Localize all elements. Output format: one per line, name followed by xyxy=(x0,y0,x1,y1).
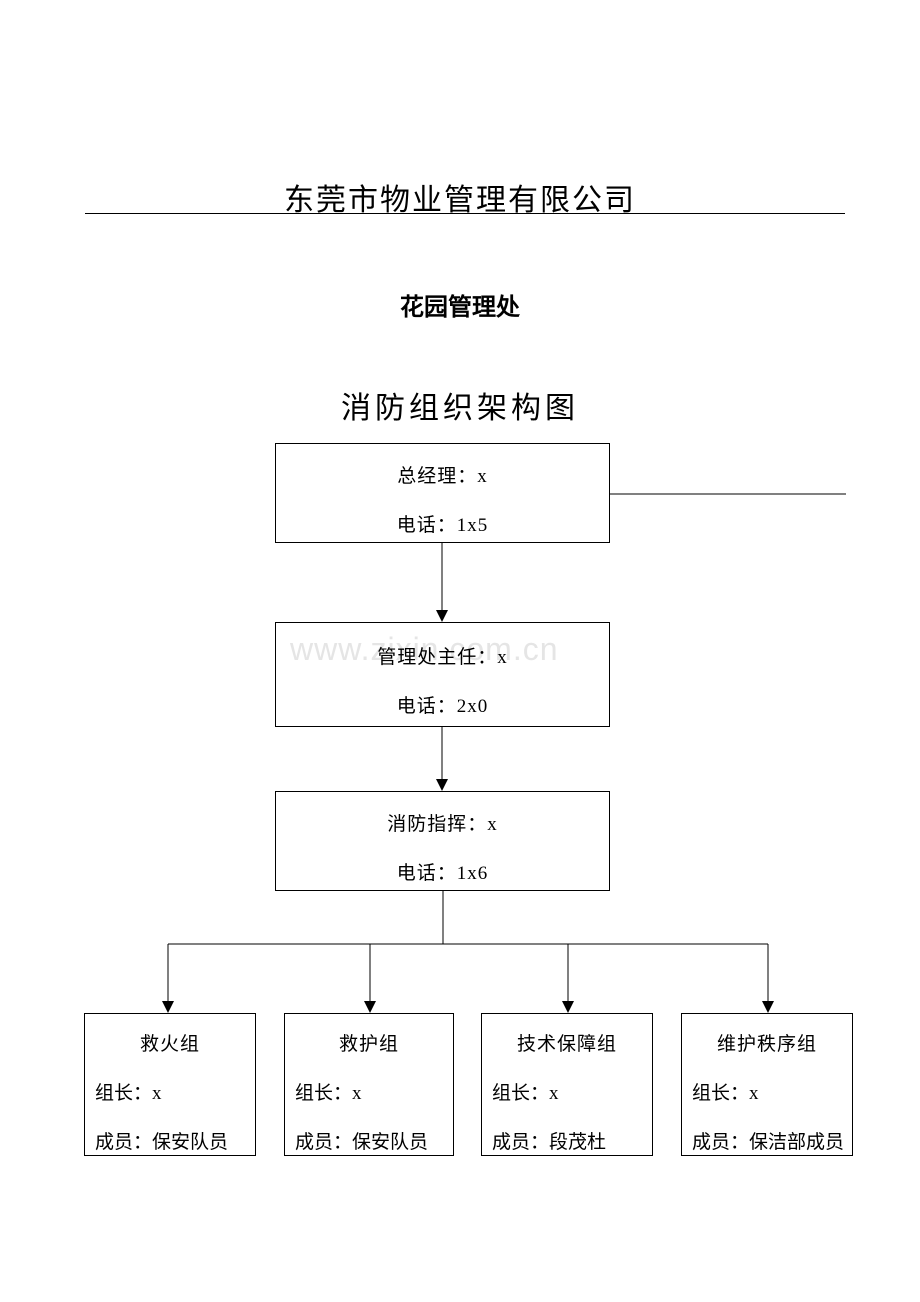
g3-leader-label: 组长： xyxy=(492,1083,549,1104)
g1-leader-label: 组长： xyxy=(95,1083,152,1104)
fc-role-value: x xyxy=(487,814,498,835)
g2-leader-label: 组长： xyxy=(295,1083,352,1104)
g4-member-label: 成员： xyxy=(692,1132,749,1153)
gm-phone-line: 电话：1x5 xyxy=(276,510,609,537)
fc-role-line: 消防指挥：x xyxy=(276,809,609,836)
chart-title: 消防组织架构图 xyxy=(0,383,920,427)
g3-leader-value: x xyxy=(549,1083,559,1104)
node-rescue-group: 救护组 组长：x 成员：保安队员 xyxy=(284,1013,454,1156)
arrow-l2-l3 xyxy=(432,727,452,792)
g2-member-value: 保安队员 xyxy=(352,1132,428,1153)
g2-member-label: 成员： xyxy=(295,1132,352,1153)
branch-connector xyxy=(80,891,860,1016)
g1-title: 救火组 xyxy=(85,1029,255,1056)
node-general-manager: 总经理：x 电话：1x5 xyxy=(275,443,610,543)
dir-role-value: x xyxy=(497,647,508,668)
g4-leader-line: 组长：x xyxy=(682,1078,852,1105)
g1-member-value: 保安队员 xyxy=(152,1132,228,1153)
fc-role-label: 消防指挥： xyxy=(387,814,487,835)
g3-leader-line: 组长：x xyxy=(482,1078,652,1105)
g1-member-label: 成员： xyxy=(95,1132,152,1153)
node-fire-commander: 消防指挥：x 电话：1x6 xyxy=(275,791,610,891)
g2-member-line: 成员：保安队员 xyxy=(285,1127,453,1154)
g2-leader-line: 组长：x xyxy=(285,1078,453,1105)
g2-leader-value: x xyxy=(352,1083,362,1104)
g3-title: 技术保障组 xyxy=(482,1029,652,1056)
node-tech-support-group: 技术保障组 组长：x 成员：段茂杜 xyxy=(481,1013,653,1156)
node-director: 管理处主任：x 电话：2x0 xyxy=(275,622,610,727)
fc-phone-label: 电话： xyxy=(397,863,457,884)
gm-phone-value: 1x5 xyxy=(457,515,489,536)
g4-leader-value: x xyxy=(749,1083,759,1104)
header-underline xyxy=(85,213,845,214)
dir-phone-value: 2x0 xyxy=(457,696,489,717)
g4-member-value: 保洁部成员 xyxy=(749,1132,844,1153)
g2-title: 救护组 xyxy=(285,1029,453,1056)
dir-phone-line: 电话：2x0 xyxy=(276,691,609,718)
department-subtitle: 花园管理处 xyxy=(0,287,920,322)
arrow-l1-l2 xyxy=(432,543,452,623)
node-order-group: 维护秩序组 组长：x 成员：保洁部成员 xyxy=(681,1013,853,1156)
dir-role-line: 管理处主任：x xyxy=(276,642,609,669)
gm-role-value: x xyxy=(477,466,488,487)
connector-right-stub xyxy=(610,493,850,495)
g1-leader-value: x xyxy=(152,1083,162,1104)
g1-leader-line: 组长：x xyxy=(85,1078,255,1105)
node-firefighting-group: 救火组 组长：x 成员：保安队员 xyxy=(84,1013,256,1156)
g4-member-line: 成员：保洁部成员 xyxy=(682,1127,852,1154)
fc-phone-line: 电话：1x6 xyxy=(276,858,609,885)
dir-role-label: 管理处主任： xyxy=(377,647,497,668)
g3-member-value: 段茂杜 xyxy=(549,1132,606,1153)
dir-phone-label: 电话： xyxy=(397,696,457,717)
g1-member-line: 成员：保安队员 xyxy=(85,1127,255,1154)
g3-member-label: 成员： xyxy=(492,1132,549,1153)
g4-title: 维护秩序组 xyxy=(682,1029,852,1056)
gm-role-line: 总经理：x xyxy=(276,461,609,488)
g4-leader-label: 组长： xyxy=(692,1083,749,1104)
fc-phone-value: 1x6 xyxy=(457,863,489,884)
gm-role-label: 总经理： xyxy=(397,466,477,487)
g3-member-line: 成员：段茂杜 xyxy=(482,1127,652,1154)
gm-phone-label: 电话： xyxy=(397,515,457,536)
